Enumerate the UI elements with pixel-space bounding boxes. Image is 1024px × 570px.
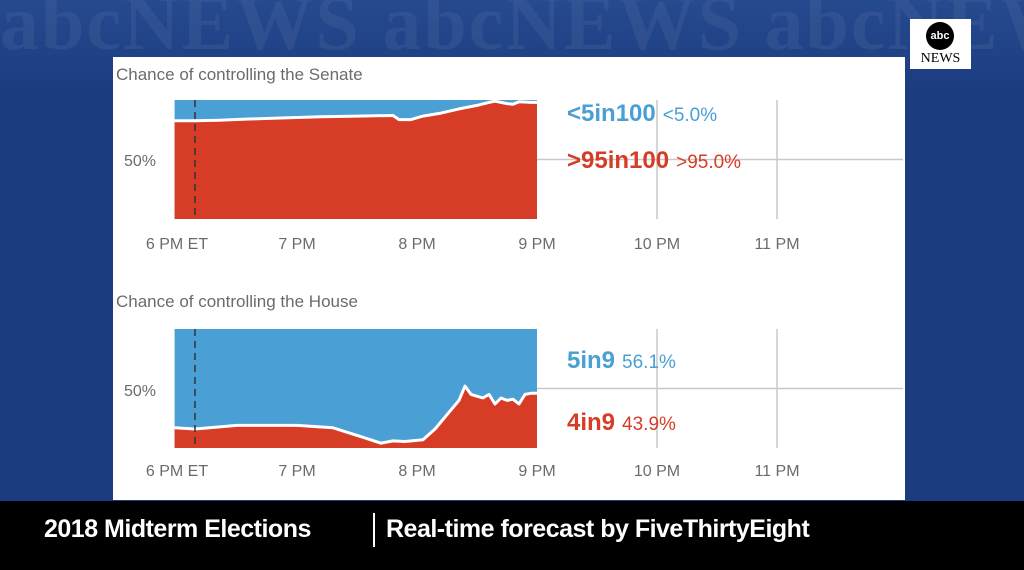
ticker-separator — [373, 513, 375, 547]
senate-odds-democrats: <5in100 — [567, 100, 656, 127]
senate-boundary-line — [174, 99, 537, 123]
house-xtick-label: 10 PM — [634, 463, 680, 480]
ticker-subtitle: Real-time forecast by FiveThirtyEight — [386, 515, 810, 543]
logo-news-text: NEWS — [920, 51, 961, 66]
house-label-democrats: 5in9 56.1% — [567, 347, 676, 374]
senate-ytick-label: 50% — [124, 153, 156, 170]
senate-xtick-label: 9 PM — [518, 236, 555, 253]
abc-logo-icon: abc — [926, 22, 954, 50]
house-xtick-label: 9 PM — [518, 463, 555, 480]
senate-xtick-label: 8 PM — [398, 236, 435, 253]
house-xtick-label: 8 PM — [398, 463, 435, 480]
house-ytick-label: 50% — [124, 383, 156, 400]
senate-xtick-label: 11 PM — [754, 236, 799, 253]
senate-xtick-label: 10 PM — [634, 236, 680, 253]
lower-third-ticker: 2018 Midterm Elections Real-time forecas… — [0, 501, 1024, 570]
house-chart-title: Chance of controlling the House — [116, 292, 358, 311]
ticker-event-title: 2018 Midterm Elections — [44, 515, 311, 543]
house-area-republicans — [174, 386, 537, 448]
senate-pct-democrats: <5.0% — [663, 105, 718, 126]
senate-area-republicans — [174, 101, 537, 219]
house-pct-democrats: 56.1% — [622, 352, 676, 373]
senate-chart-title: Chance of controlling the Senate — [116, 65, 363, 84]
senate-label-democrats: <5in100 <5.0% — [567, 100, 717, 127]
senate-label-republicans: >95in100 >95.0% — [567, 147, 741, 174]
house-odds-democrats: 5in9 — [567, 347, 615, 374]
house-xtick-label: 7 PM — [278, 463, 315, 480]
house-pct-republicans: 43.9% — [622, 414, 676, 435]
abc-news-logo: abc NEWS — [910, 19, 971, 69]
watermark: abcNEWS abcNEWS abcNEWS — [0, 0, 1024, 66]
house-label-republicans: 4in9 43.9% — [567, 409, 676, 436]
house-boundary-line — [174, 384, 537, 445]
senate-odds-republicans: >95in100 — [567, 147, 669, 174]
senate-xtick-label: 6 PM ET — [146, 236, 208, 253]
house-xtick-label: 6 PM ET — [146, 463, 208, 480]
house-xtick-label: 11 PM — [754, 463, 799, 480]
senate-pct-republicans: >95.0% — [676, 152, 741, 173]
senate-xtick-label: 7 PM — [278, 236, 315, 253]
house-odds-republicans: 4in9 — [567, 409, 615, 436]
